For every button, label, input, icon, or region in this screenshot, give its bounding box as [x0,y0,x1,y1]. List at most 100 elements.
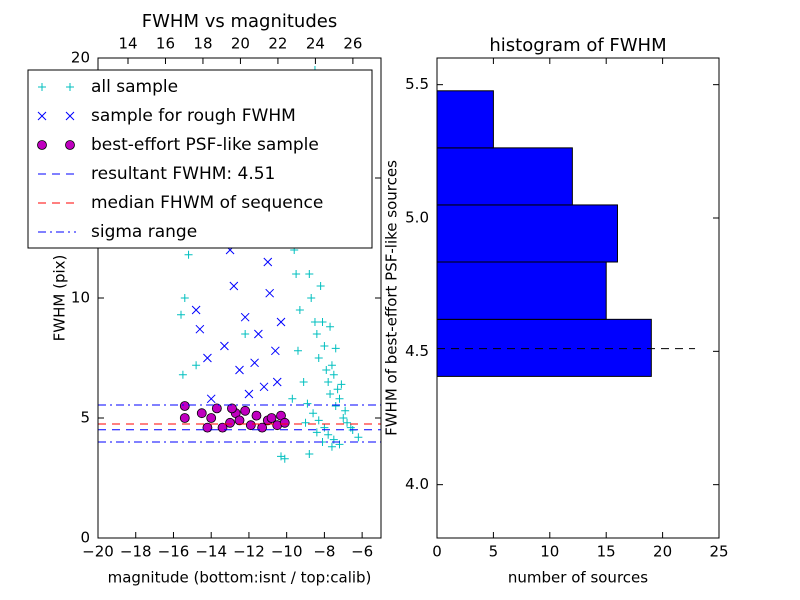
x-tick-label: 25 [709,543,728,561]
point [234,415,245,426]
point [245,420,256,431]
point [341,406,350,415]
point [295,306,304,314]
legend-label: resultant FWHM: 4.51 [91,164,275,184]
point [326,390,335,398]
x-tick-label: 10 [540,543,559,561]
point [195,324,205,334]
x-tick-label: −10 [271,543,303,561]
point [235,365,244,375]
point [229,281,239,291]
point [288,394,297,403]
point [331,344,340,353]
x2-tick-label: 26 [343,35,362,53]
point [327,361,336,370]
legend-label: all sample [91,77,178,97]
point [335,394,344,403]
bar [437,147,573,206]
point [280,454,289,463]
point [254,329,263,339]
point [191,305,201,315]
point [320,423,329,432]
y-tick-label: 20 [71,49,90,67]
point [279,417,290,428]
point [301,418,310,427]
point [240,312,250,322]
point [303,399,312,408]
x2-tick-label: 24 [306,35,325,53]
point [312,330,321,338]
point [337,380,346,389]
point [220,341,229,351]
point [192,361,201,370]
point [196,408,207,419]
point [326,322,335,331]
point [327,442,336,451]
point [346,423,355,432]
bar [437,318,652,377]
point [314,354,323,362]
point [329,370,338,379]
point [293,346,302,355]
y-tick-label: 5.0 [405,209,429,227]
point [206,394,216,404]
point [241,330,250,338]
point [265,288,275,298]
legend-label: sample for rough FWHM [91,106,296,126]
bar [437,204,618,263]
point [292,270,301,278]
point [250,358,259,368]
legend-marker [65,140,75,150]
point [251,410,262,421]
point [263,257,273,267]
points-layer [98,66,381,463]
point [316,282,325,290]
x-tick-label: 0 [432,543,442,561]
point [227,403,237,414]
point [202,422,213,433]
point [240,405,251,416]
chart-title: histogram of FWHM [489,35,666,56]
bar [437,90,494,149]
point [272,377,282,387]
point [206,413,217,423]
x-axis-label: number of sources [508,569,648,587]
point [343,418,352,427]
bar [437,261,607,320]
x-tick-label: −6 [351,543,373,561]
y-tick-label: 0 [80,529,90,547]
x-tick-label: 20 [653,543,672,561]
y-tick-label: 10 [71,289,90,307]
y-tick-label: 4.0 [405,475,429,493]
x-tick-label: −16 [158,543,190,561]
legend-marker [65,111,75,121]
point [331,402,340,410]
legend-marker [38,83,46,91]
chart-title: FWHM vs magnitudes [142,11,337,32]
y-tick-label: 4.5 [405,342,429,360]
legend-marker [37,111,47,121]
point [333,385,342,394]
point [211,403,222,414]
point [180,294,189,302]
legend-label: median FHWM of sequence [91,193,323,213]
x-tick-label: −18 [120,543,152,561]
point [320,342,329,350]
point [203,353,212,363]
point [339,414,348,422]
point [244,389,254,399]
point [354,433,363,442]
point [318,318,327,326]
x2-tick-label: 14 [118,35,137,53]
point [310,318,319,326]
y-tick-label: 5 [80,409,90,427]
point [266,413,277,423]
plot-border [97,57,382,539]
point [299,378,308,386]
y-axis-label: FWHM of best-effort PSF-like sources [383,160,401,436]
y-tick-label: 5.5 [405,75,429,93]
legend-box [27,69,373,249]
point [314,416,323,425]
point [322,366,331,374]
